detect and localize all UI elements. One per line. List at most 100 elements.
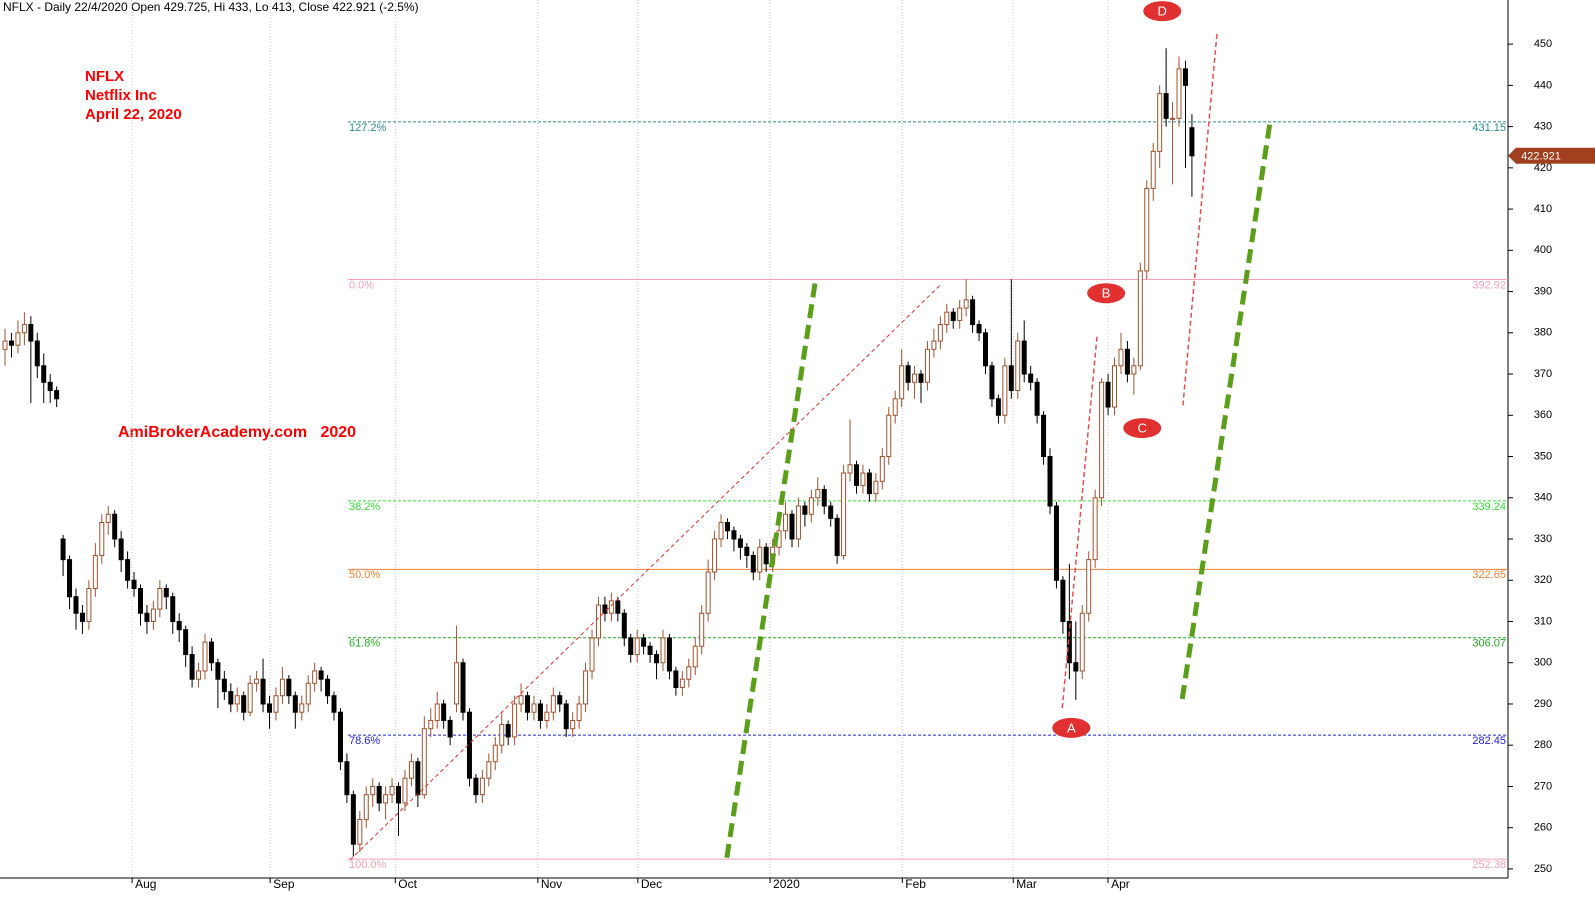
candle-body [299, 703, 305, 713]
candle-body [389, 785, 395, 796]
trendline [724, 281, 818, 859]
candle-body [1079, 612, 1085, 672]
candle-body [337, 711, 343, 763]
candle-body [518, 695, 524, 705]
candle-body [383, 794, 389, 804]
candle-body [860, 472, 866, 486]
candle-body [447, 719, 453, 738]
candle-body [267, 703, 273, 713]
candle-body [944, 311, 950, 326]
candle-body [15, 332, 21, 346]
candle-body [718, 522, 724, 540]
candle-body [292, 695, 298, 713]
candle-body [357, 818, 363, 845]
candle-body [602, 604, 608, 614]
candle-body [1157, 93, 1163, 152]
annotation: Netflix Inc [85, 87, 157, 104]
candle-body [621, 612, 627, 639]
candle-body [828, 505, 834, 519]
candle-body [808, 497, 814, 515]
y-tick-label: 310 [1534, 615, 1552, 627]
candle-body [1002, 365, 1008, 416]
candle-body [647, 645, 653, 655]
candle-body [789, 513, 795, 540]
candle-body [47, 381, 53, 392]
candle-body [615, 600, 621, 614]
candle-body [879, 456, 885, 482]
candle-body [144, 612, 150, 622]
candle-body [260, 678, 266, 705]
candle-body [344, 761, 350, 796]
candle-body [273, 695, 279, 713]
y-tick-label: 300 [1534, 657, 1552, 669]
candle-body [254, 678, 260, 684]
candle-body [408, 761, 414, 779]
candle-body [679, 678, 685, 688]
candle-body [595, 604, 601, 639]
candle-body [628, 637, 634, 655]
level-label: 38.2% [349, 501, 380, 513]
candle-body [970, 299, 976, 326]
candle-body [866, 472, 872, 495]
candle-body [976, 324, 982, 334]
candle-body [1021, 340, 1027, 375]
candle-body [834, 517, 840, 557]
level-value: 339.24 [1472, 501, 1506, 513]
candle-body [112, 513, 118, 540]
candle-body [473, 777, 479, 796]
candle-body [208, 641, 214, 664]
candle-body [576, 703, 582, 721]
candle-body [737, 538, 743, 548]
level-value: 252.38 [1472, 859, 1506, 871]
candle-body [1170, 117, 1176, 120]
candle-body [402, 777, 408, 804]
candle-body [415, 761, 421, 796]
level-value: 306.07 [1472, 638, 1506, 650]
level-value: 431.15 [1472, 122, 1506, 134]
y-tick-label: 280 [1534, 739, 1552, 751]
candle-body [131, 579, 137, 589]
candle-body [137, 587, 143, 614]
x-tick-label: Dec [641, 877, 662, 891]
candle-body [705, 571, 711, 614]
candle-body [196, 670, 202, 680]
candle-body [54, 390, 60, 400]
last-price-tag [1508, 147, 1595, 164]
candle-body [454, 662, 460, 705]
candle-body [479, 777, 485, 796]
candle-body [318, 670, 324, 680]
candle-body [641, 637, 647, 647]
candle-body [1015, 340, 1021, 392]
candle-body [763, 546, 769, 565]
watermark: AmiBrokerAcademy.com 2020 [118, 424, 356, 441]
level-label: 127.2% [349, 122, 387, 134]
candle-body [957, 307, 963, 321]
candle-body [370, 785, 376, 796]
candle-body [125, 559, 131, 581]
candle-body [886, 414, 892, 458]
candle-body [150, 608, 156, 622]
candle-body [241, 695, 247, 713]
candle-body [899, 365, 905, 400]
y-tick-label: 320 [1534, 574, 1552, 586]
candle-body [821, 489, 827, 507]
candle-body [505, 724, 511, 738]
candle-body [712, 538, 718, 573]
candle-body [1092, 497, 1098, 561]
candle-body [937, 324, 943, 342]
candle-body [312, 670, 318, 684]
candle-body [802, 505, 808, 515]
candle-body [486, 761, 492, 779]
y-tick-label: 290 [1534, 698, 1552, 710]
candle-body [724, 522, 730, 532]
candle-body [931, 340, 937, 350]
candle-body [666, 637, 672, 672]
candle-body [428, 719, 434, 730]
candle-body [512, 703, 518, 738]
point-label: B [1102, 286, 1111, 301]
candle-body [550, 695, 556, 713]
candle-body [202, 641, 208, 672]
y-tick-label: 440 [1534, 79, 1552, 91]
annotation: NFLX [85, 68, 124, 85]
candle-body [815, 489, 821, 499]
